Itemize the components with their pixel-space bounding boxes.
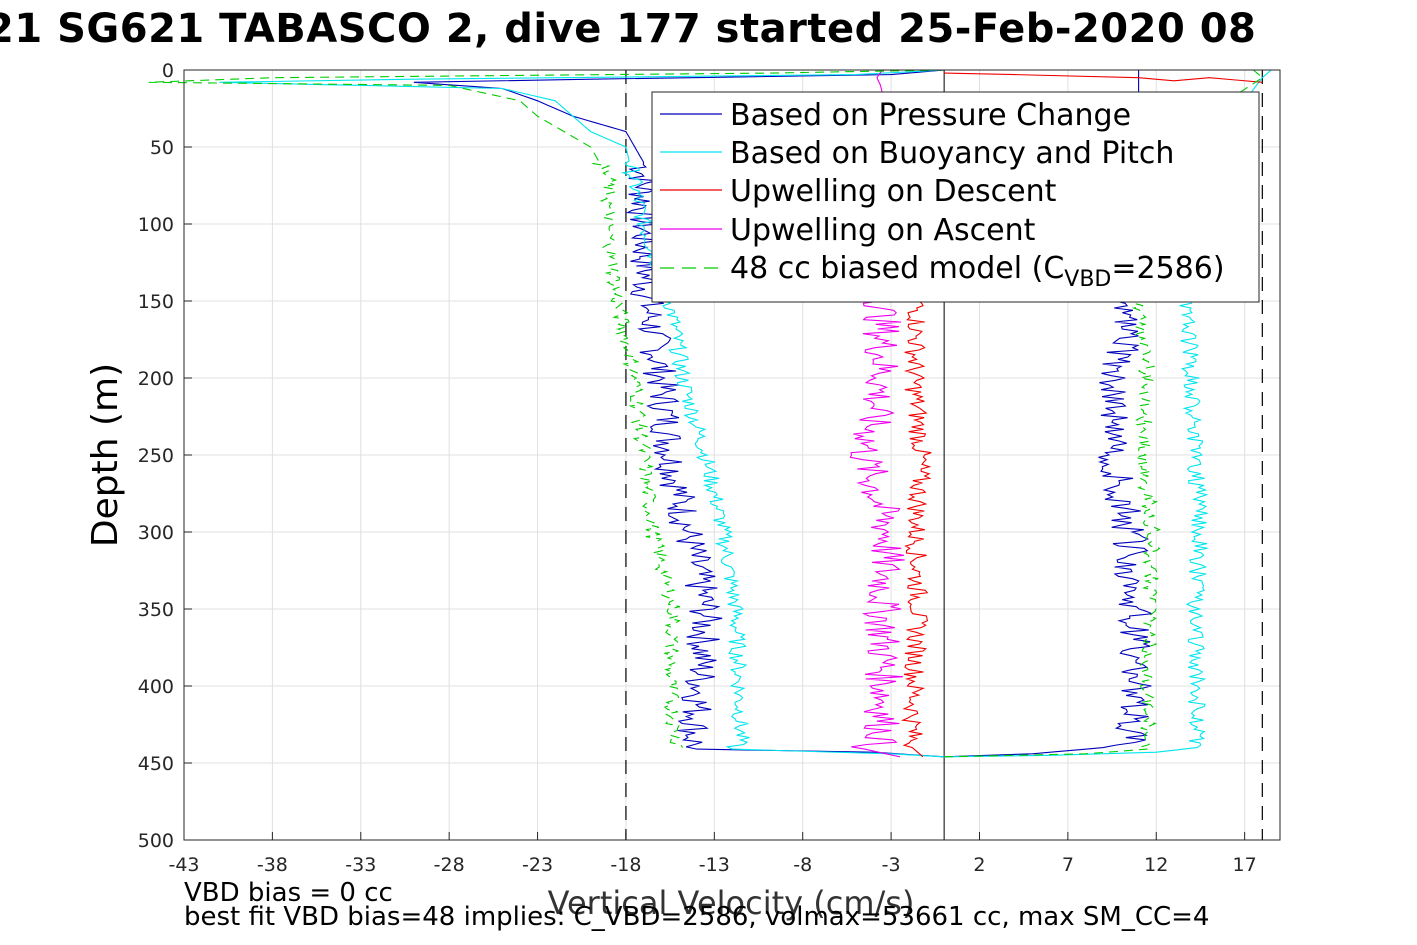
series-line-up_ascent-ascent <box>876 69 883 94</box>
series-up_descent <box>900 72 1263 758</box>
y-axis-label: Depth (m) <box>85 363 126 547</box>
legend-box <box>651 91 1260 303</box>
x-tick-label: -3 <box>882 854 901 876</box>
series-line-up_descent-ascent <box>944 72 1263 83</box>
series-line-model-descent <box>148 69 945 748</box>
y-tick-label: 0 <box>162 60 174 82</box>
best-fit-note: best fit VBD bias=48 implies: C_VBD=2586… <box>184 902 1210 932</box>
x-tick-label: 12 <box>1144 854 1168 876</box>
y-tick-label: 500 <box>138 830 174 852</box>
legend-model-prefix: 48 cc biased model (C <box>730 251 1064 286</box>
x-tick-label: 17 <box>1233 854 1257 876</box>
series-line-pressure-descent <box>413 69 945 758</box>
plot-frame <box>183 69 1281 841</box>
series-line-model-ascent <box>944 69 1264 758</box>
legend-model-suffix: =2586) <box>1111 251 1224 286</box>
legend-label-pressure: Based on Pressure Change <box>730 98 1131 133</box>
x-tick-labels: -43 -38 -33 -28 -23 -18 -13 -8 -3 2 7 12 17 <box>168 854 1256 876</box>
series-up_ascent <box>849 69 905 758</box>
y-tick-label: 250 <box>138 445 174 467</box>
y-tick-label: 200 <box>138 368 174 390</box>
legend-model-subscript: VBD <box>1064 267 1111 292</box>
x-tick-label: -8 <box>793 854 812 876</box>
legend: Based on Pressure Change Based on Buoyan… <box>651 91 1260 303</box>
legend-label-model: 48 cc biased model (CVBD=2586) <box>730 251 1225 292</box>
chart-title: 21 SG621 TABASCO 2, dive 177 started 25-… <box>0 6 1257 52</box>
x-tick-label: 7 <box>1062 854 1074 876</box>
y-tick-label: 450 <box>138 753 174 775</box>
x-tick-label: -33 <box>345 854 376 876</box>
x-tick-label: -18 <box>610 854 641 876</box>
series-line-up_ascent-descent <box>849 300 905 758</box>
y-tick-labels: 0 50 100 150 200 250 300 350 400 450 500 <box>138 60 174 852</box>
legend-label-up-ascent: Upwelling on Ascent <box>730 213 1036 248</box>
y-tick-label: 350 <box>138 599 174 621</box>
legend-label-up-descent: Upwelling on Descent <box>730 174 1057 209</box>
x-tick-label: -23 <box>522 854 553 876</box>
y-tick-label: 400 <box>138 676 174 698</box>
series-model <box>148 69 1264 758</box>
series-line-buoyancy-descent <box>219 69 945 758</box>
x-tick-label: -43 <box>168 854 199 876</box>
x-tick-label: -38 <box>257 854 288 876</box>
y-tick-label: 300 <box>138 522 174 544</box>
x-tick-label: -28 <box>434 854 465 876</box>
series-line-up_descent-descent <box>900 300 932 758</box>
y-tick-label: 100 <box>138 214 174 236</box>
y-tick-label: 150 <box>138 291 174 313</box>
y-tick-label: 50 <box>150 137 174 159</box>
x-tick-label: 2 <box>973 854 985 876</box>
vbd-bias-note: VBD bias = 0 cc <box>184 878 393 908</box>
legend-label-buoyancy: Based on Buoyancy and Pitch <box>730 136 1174 171</box>
x-tick-label: -13 <box>699 854 730 876</box>
x-axis-label: Vertical Velocity (cm/s) <box>548 884 915 922</box>
